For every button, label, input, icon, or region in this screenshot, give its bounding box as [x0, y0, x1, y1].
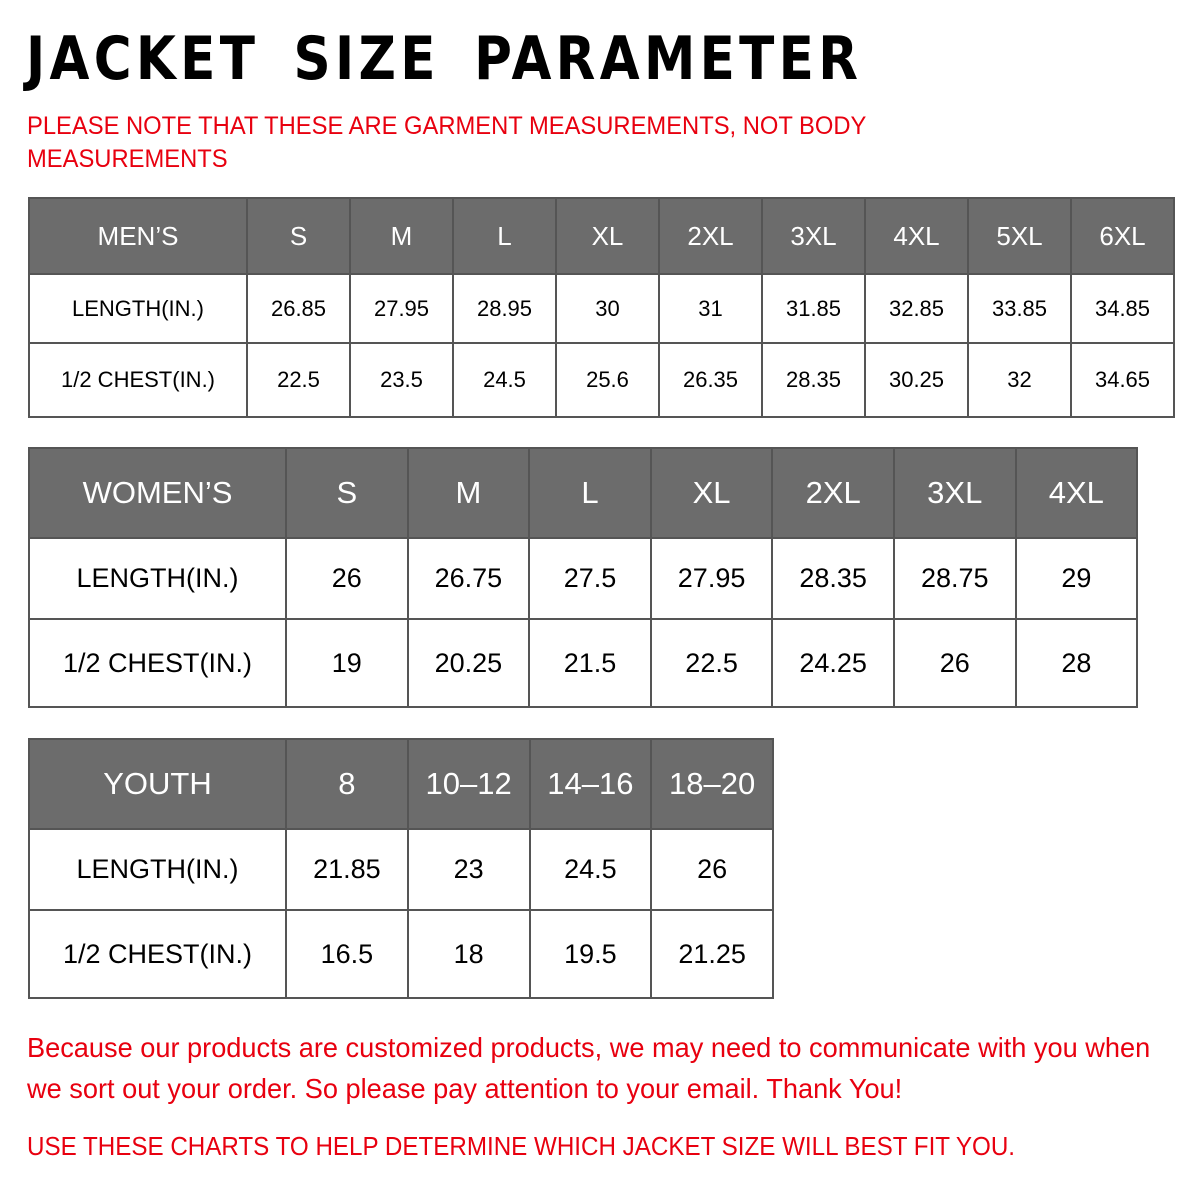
measurement-cell: 28: [1014, 618, 1139, 708]
size-header: 3XL: [892, 447, 1017, 539]
size-header: 4XL: [864, 197, 969, 275]
measurement-cell: 21.85: [285, 828, 409, 911]
table-header-row: MEN’S S M L XL 2XL 3XL 4XL 5XL 6XL: [28, 197, 1175, 275]
size-header: 10–12: [406, 738, 531, 830]
measurement-cell: 24.5: [452, 342, 557, 418]
table-row: 1/2 CHEST(IN.) 16.5 18 19.5 21.25: [28, 909, 774, 999]
row-label: 1/2 CHEST(IN.): [28, 909, 287, 999]
table-row: 1/2 CHEST(IN.) 19 20.25 21.5 22.5 24.25 26 28: [28, 618, 1139, 708]
size-header: 2XL: [658, 197, 763, 275]
measurement-cell: 26.75: [406, 537, 531, 620]
measurement-cell: 26.85: [246, 273, 351, 344]
size-header: L: [452, 197, 557, 275]
measurement-cell: 22.5: [246, 342, 351, 418]
measurement-cell: 30.25: [864, 342, 969, 418]
measurement-cell: 27.95: [649, 537, 774, 620]
measurement-cell: 31.85: [761, 273, 866, 344]
measurement-cell: 24.5: [528, 828, 653, 911]
measurement-cell: 26: [892, 618, 1017, 708]
measurement-cell: 26: [285, 537, 409, 620]
mens-size-table: MEN’S S M L XL 2XL 3XL 4XL 5XL 6XL LENGTH(IN.) 26.…: [28, 197, 1175, 418]
measurement-cell: 21.5: [528, 618, 652, 708]
measurement-cell: 33.85: [967, 273, 1072, 344]
size-header: 3XL: [761, 197, 866, 275]
size-header: S: [285, 447, 409, 539]
size-header: 18–20: [650, 738, 774, 830]
measurement-cell: 21.25: [650, 909, 774, 999]
measurement-note: PLEASE NOTE THAT THESE ARE GARMENT MEASU…: [27, 112, 866, 173]
measurement-cell: 26.35: [658, 342, 763, 418]
table-row: 1/2 CHEST(IN.) 22.5 23.5 24.5 25.6 26.35 28.35…: [28, 342, 1175, 418]
table-row: LENGTH(IN.) 21.85 23 24.5 26: [28, 828, 774, 911]
size-help-note: USE THESE CHARTS TO HELP DETERMINE WHICH…: [27, 1131, 1016, 1161]
measurement-cell: 32: [967, 342, 1072, 418]
measurement-cell: 24.25: [771, 618, 895, 708]
table-row: LENGTH(IN.) 26 26.75 27.5 27.95 28.35 28.75 29: [28, 537, 1139, 620]
size-header: 4XL: [1014, 447, 1139, 539]
row-label: LENGTH(IN.): [28, 273, 248, 344]
size-header: XL: [649, 447, 774, 539]
row-label: 1/2 CHEST(IN.): [28, 342, 248, 418]
measurement-cell: 23.5: [349, 342, 454, 418]
measurement-cell: 20.25: [406, 618, 531, 708]
category-header: WOMEN’S: [28, 447, 287, 539]
row-label: LENGTH(IN.): [28, 828, 287, 911]
measurement-cell: 28.95: [452, 273, 557, 344]
measurement-cell: 29: [1014, 537, 1139, 620]
measurement-cell: 34.65: [1070, 342, 1175, 418]
page-title: JACKET SIZE PARAMETER: [26, 24, 863, 94]
size-header: M: [406, 447, 531, 539]
measurement-cell: 18: [406, 909, 531, 999]
womens-size-table: WOMEN’S S M L XL 2XL 3XL 4XL LENGTH(IN.) 26 26.75…: [28, 447, 1139, 708]
customization-notice: Because our products are customized prod…: [27, 1032, 1151, 1104]
row-label: LENGTH(IN.): [28, 537, 287, 620]
size-header: XL: [555, 197, 660, 275]
table-header-row: WOMEN’S S M L XL 2XL 3XL 4XL: [28, 447, 1139, 539]
measurement-cell: 31: [658, 273, 763, 344]
measurement-cell: 28.35: [761, 342, 866, 418]
measurement-cell: 32.85: [864, 273, 969, 344]
measurement-cell: 19.5: [528, 909, 653, 999]
table-row: LENGTH(IN.) 26.85 27.95 28.95 30 31 31.85 32.85…: [28, 273, 1175, 344]
size-header: 6XL: [1070, 197, 1175, 275]
measurement-cell: 27.95: [349, 273, 454, 344]
size-header: L: [528, 447, 652, 539]
measurement-cell: 23: [406, 828, 531, 911]
measurement-cell: 34.85: [1070, 273, 1175, 344]
measurement-cell: 26: [650, 828, 774, 911]
size-header: S: [246, 197, 351, 275]
category-header: YOUTH: [28, 738, 287, 830]
table-header-row: YOUTH 8 10–12 14–16 18–20: [28, 738, 774, 830]
measurement-cell: 19: [285, 618, 409, 708]
size-header: 14–16: [528, 738, 653, 830]
row-label: 1/2 CHEST(IN.): [28, 618, 287, 708]
size-header: 8: [285, 738, 409, 830]
size-header: 2XL: [771, 447, 895, 539]
measurement-cell: 25.6: [555, 342, 660, 418]
measurement-cell: 16.5: [285, 909, 409, 999]
measurement-cell: 28.35: [771, 537, 895, 620]
measurement-cell: 30: [555, 273, 660, 344]
measurement-cell: 22.5: [649, 618, 774, 708]
size-header: 5XL: [967, 197, 1072, 275]
measurement-cell: 28.75: [892, 537, 1017, 620]
size-header: M: [349, 197, 454, 275]
measurement-cell: 27.5: [528, 537, 652, 620]
youth-size-table: YOUTH 8 10–12 14–16 18–20 LENGTH(IN.) 21.85 23…: [28, 738, 774, 999]
category-header: MEN’S: [28, 197, 248, 275]
